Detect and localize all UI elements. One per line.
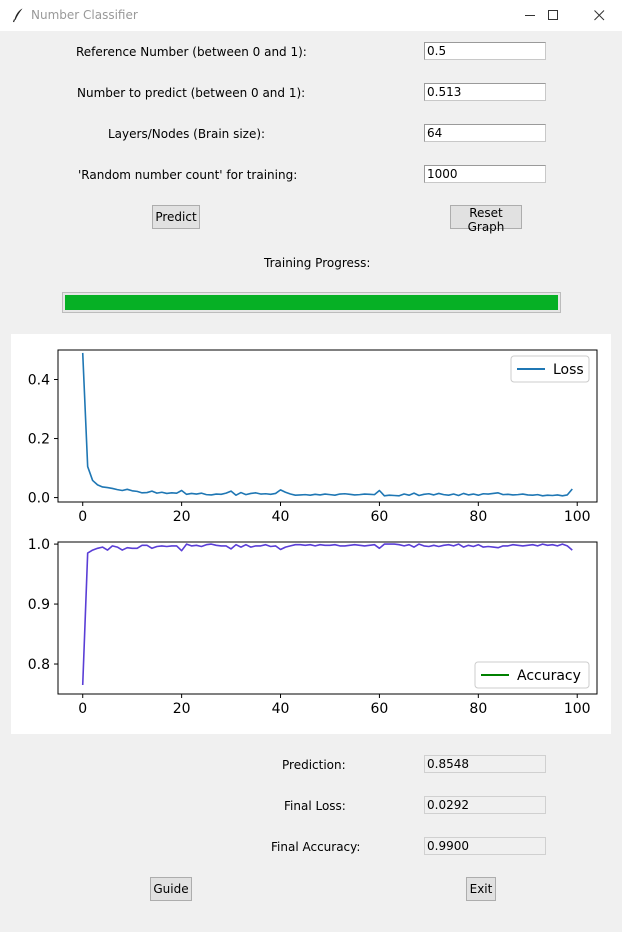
x-tick-label: 20 [173, 701, 191, 717]
minimize-button[interactable] [507, 0, 553, 31]
predict-button[interactable]: Predict [152, 205, 200, 229]
close-button[interactable] [576, 0, 622, 31]
reference-number-label: Reference Number (between 0 and 1): [76, 45, 307, 59]
x-tick-label: 80 [469, 701, 487, 717]
x-tick-label: 100 [564, 701, 591, 717]
y-tick-label: 0.9 [28, 597, 50, 613]
window-title: Number Classifier [31, 8, 138, 22]
loss-chart: 0 20 40 60 80 100 0.0 0.2 0.4 Loss [28, 349, 598, 525]
legend-label: Accuracy [517, 668, 581, 684]
final-loss-output [424, 796, 546, 814]
final-accuracy-output [424, 837, 546, 855]
accuracy-chart: 0 20 40 60 80 100 0.8 0.9 1.0 Accuracy [28, 537, 598, 717]
x-tick-label: 60 [371, 701, 389, 717]
x-tick-label: 40 [272, 701, 290, 717]
y-tick-label: 0.4 [28, 373, 50, 389]
charts-canvas: 0 20 40 60 80 100 0.0 0.2 0.4 Loss 0 20 40 60 80 100 0.8… [28, 349, 598, 717]
maximize-icon [548, 10, 558, 20]
exit-button[interactable]: Exit [466, 877, 496, 901]
predict-number-label: Number to predict (between 0 and 1): [77, 86, 306, 100]
y-tick-label: 0.8 [28, 657, 50, 673]
accuracy-line [81, 543, 573, 686]
loss-legend: Loss [510, 355, 590, 383]
legend-box [474, 661, 590, 689]
feather-icon [12, 8, 23, 23]
x-tick-label: 0 [78, 701, 87, 717]
final-loss-label: Final Loss: [284, 799, 346, 813]
plot-frame [57, 349, 598, 503]
x-tick-label: 40 [272, 509, 290, 525]
reset-graph-button[interactable]: Reset Graph [450, 205, 522, 234]
random-count-label: 'Random number count' for training: [78, 168, 298, 182]
predict-number-input[interactable] [424, 83, 546, 101]
random-count-input[interactable] [424, 165, 546, 183]
y-tick-label: 0.2 [28, 432, 50, 448]
prediction-output [424, 755, 546, 773]
layers-nodes-input[interactable] [424, 124, 546, 142]
y-tick-label: 0.0 [28, 491, 50, 507]
progress-fill [65, 295, 558, 310]
training-progress-bar [62, 292, 561, 313]
minimize-icon [525, 15, 535, 16]
layers-nodes-label: Layers/Nodes (Brain size): [108, 127, 266, 141]
y-tick-label: 1.0 [28, 537, 50, 553]
x-tick-label: 20 [173, 509, 191, 525]
title-bar: Number Classifier [0, 0, 622, 31]
x-tick-label: 0 [78, 509, 87, 525]
final-accuracy-label: Final Accuracy: [271, 840, 361, 854]
x-tick-label: 80 [469, 509, 487, 525]
reference-number-input[interactable] [424, 42, 546, 60]
x-tick-label: 100 [564, 509, 591, 525]
loss-line [81, 352, 573, 497]
legend-label: Loss [553, 362, 584, 378]
maximize-button[interactable] [530, 0, 576, 31]
prediction-label: Prediction: [282, 758, 346, 772]
close-icon [594, 10, 605, 21]
training-progress-label: Training Progress: [264, 256, 371, 270]
training-charts: 0 20 40 60 80 100 0.0 0.2 0.4 Loss 0 20 40 60 80 100 0.8… [11, 334, 611, 734]
guide-button[interactable]: Guide [150, 877, 192, 901]
plot-frame [57, 541, 598, 695]
accuracy-legend: Accuracy [474, 661, 590, 689]
legend-box [510, 355, 590, 383]
x-tick-label: 60 [371, 509, 389, 525]
